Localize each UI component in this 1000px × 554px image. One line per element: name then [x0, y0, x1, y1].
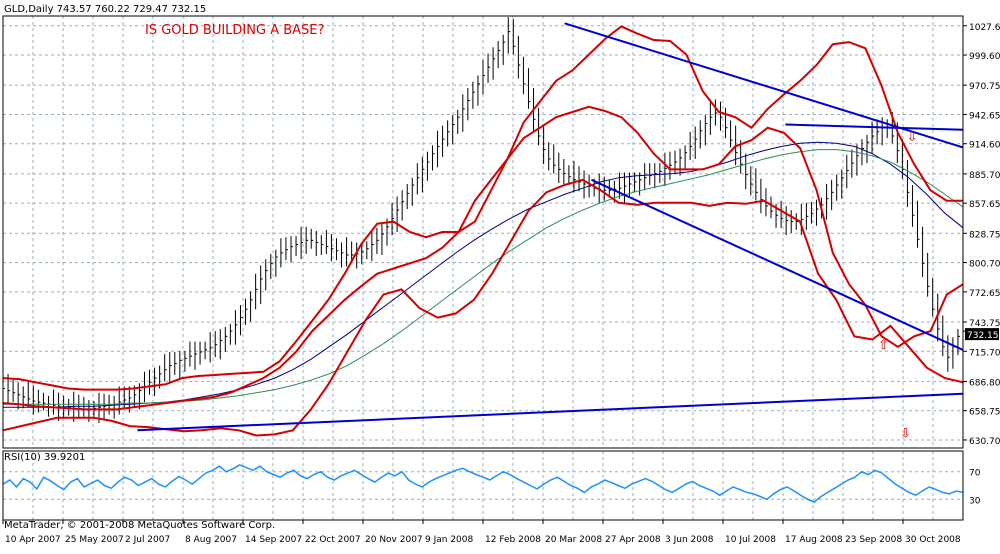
price-tick-label: 857.65 [969, 200, 1000, 210]
date-tick-label: 17 Aug 2008 [785, 535, 843, 545]
price-tick-label: 686.80 [969, 378, 1000, 388]
trendline [564, 22, 964, 149]
date-tick-label: 2 Jul 2007 [125, 535, 170, 545]
date-tick-label: 20 Nov 2007 [365, 535, 423, 545]
trendline [137, 392, 964, 432]
price-tick-label: 1027.65 [969, 23, 1000, 33]
date-tick-label: 3 Jun 2008 [665, 535, 714, 545]
date-tick-label: 10 Jul 2008 [725, 535, 776, 545]
price-tick-label: 715.70 [969, 348, 1000, 358]
bollinger-middle-band [2, 105, 964, 411]
trendline [591, 178, 964, 351]
price-tick-label: 772.65 [969, 289, 1000, 299]
moving-average-line-2 [3, 149, 964, 405]
chart-annotation: IS GOLD BUILDING A BASE? [145, 23, 324, 38]
price-tick-label: 885.70 [969, 171, 1000, 181]
bollinger-upper-band [2, 25, 963, 391]
price-tick-label: 658.75 [969, 408, 1000, 418]
date-tick-label: 14 Sep 2007 [245, 535, 302, 545]
price-tick-label: 914.60 [969, 141, 1000, 151]
date-tick-label: 8 Aug 2007 [185, 535, 237, 545]
price-tick-label: 942.65 [969, 111, 1000, 121]
date-tick-label: 12 Feb 2008 [485, 535, 541, 545]
rsi-line [2, 463, 964, 503]
chart-text: GLD,Daily 743.57 760.22 729.47 732.15 IS… [4, 4, 324, 531]
date-tick-label: 23 Sep 2008 [845, 535, 902, 545]
date-tick-label: 25 May 2007 [65, 535, 124, 545]
down-arrow-marker: ⇩ [900, 427, 911, 442]
date-tick-label: 27 Apr 2008 [605, 535, 661, 545]
price-tick-label: 828.75 [969, 230, 1000, 240]
price-tick-label: 970.75 [969, 82, 1000, 92]
rsi-level-label: 30 [969, 496, 981, 506]
up-arrow-marker: ⇧ [878, 338, 889, 353]
price-tick-label: 999.60 [969, 52, 1000, 62]
rsi-header: RSI(10) 39.9201 [4, 452, 85, 463]
date-tick-label: 20 Mar 2008 [545, 535, 602, 545]
last-price-label: 732.15 [967, 331, 999, 341]
price-panel-frame [2, 15, 964, 449]
axes: 1027.65 999.60 970.75 942.65 914.60 885.70 857… [2, 23, 1000, 545]
date-tick-label: 30 Oct 2008 [905, 535, 961, 545]
date-tick-label: 10 Apr 2007 [5, 535, 61, 545]
copyright-footer: MetaTrader, © 2001-2008 MetaQuotes Softw… [4, 520, 275, 531]
grid [2, 16, 964, 520]
trendline [785, 123, 964, 131]
price-tick-label: 800.70 [969, 260, 1000, 270]
date-tick-label: 9 Jan 2008 [425, 535, 473, 545]
price-tick-label: 743.75 [969, 319, 1000, 329]
price-tick-label: 630.70 [969, 437, 1000, 447]
last-price-label-bg [965, 328, 999, 341]
down-arrow-marker: ⇩ [907, 130, 918, 145]
symbol-header: GLD,Daily 743.57 760.22 729.47 732.15 [4, 4, 206, 15]
series-layer: ⇧ ⇩ ⇩ [2, 17, 965, 503]
date-tick-label: 22 Oct 2007 [305, 535, 361, 545]
rsi-level-label: 70 [969, 469, 981, 479]
